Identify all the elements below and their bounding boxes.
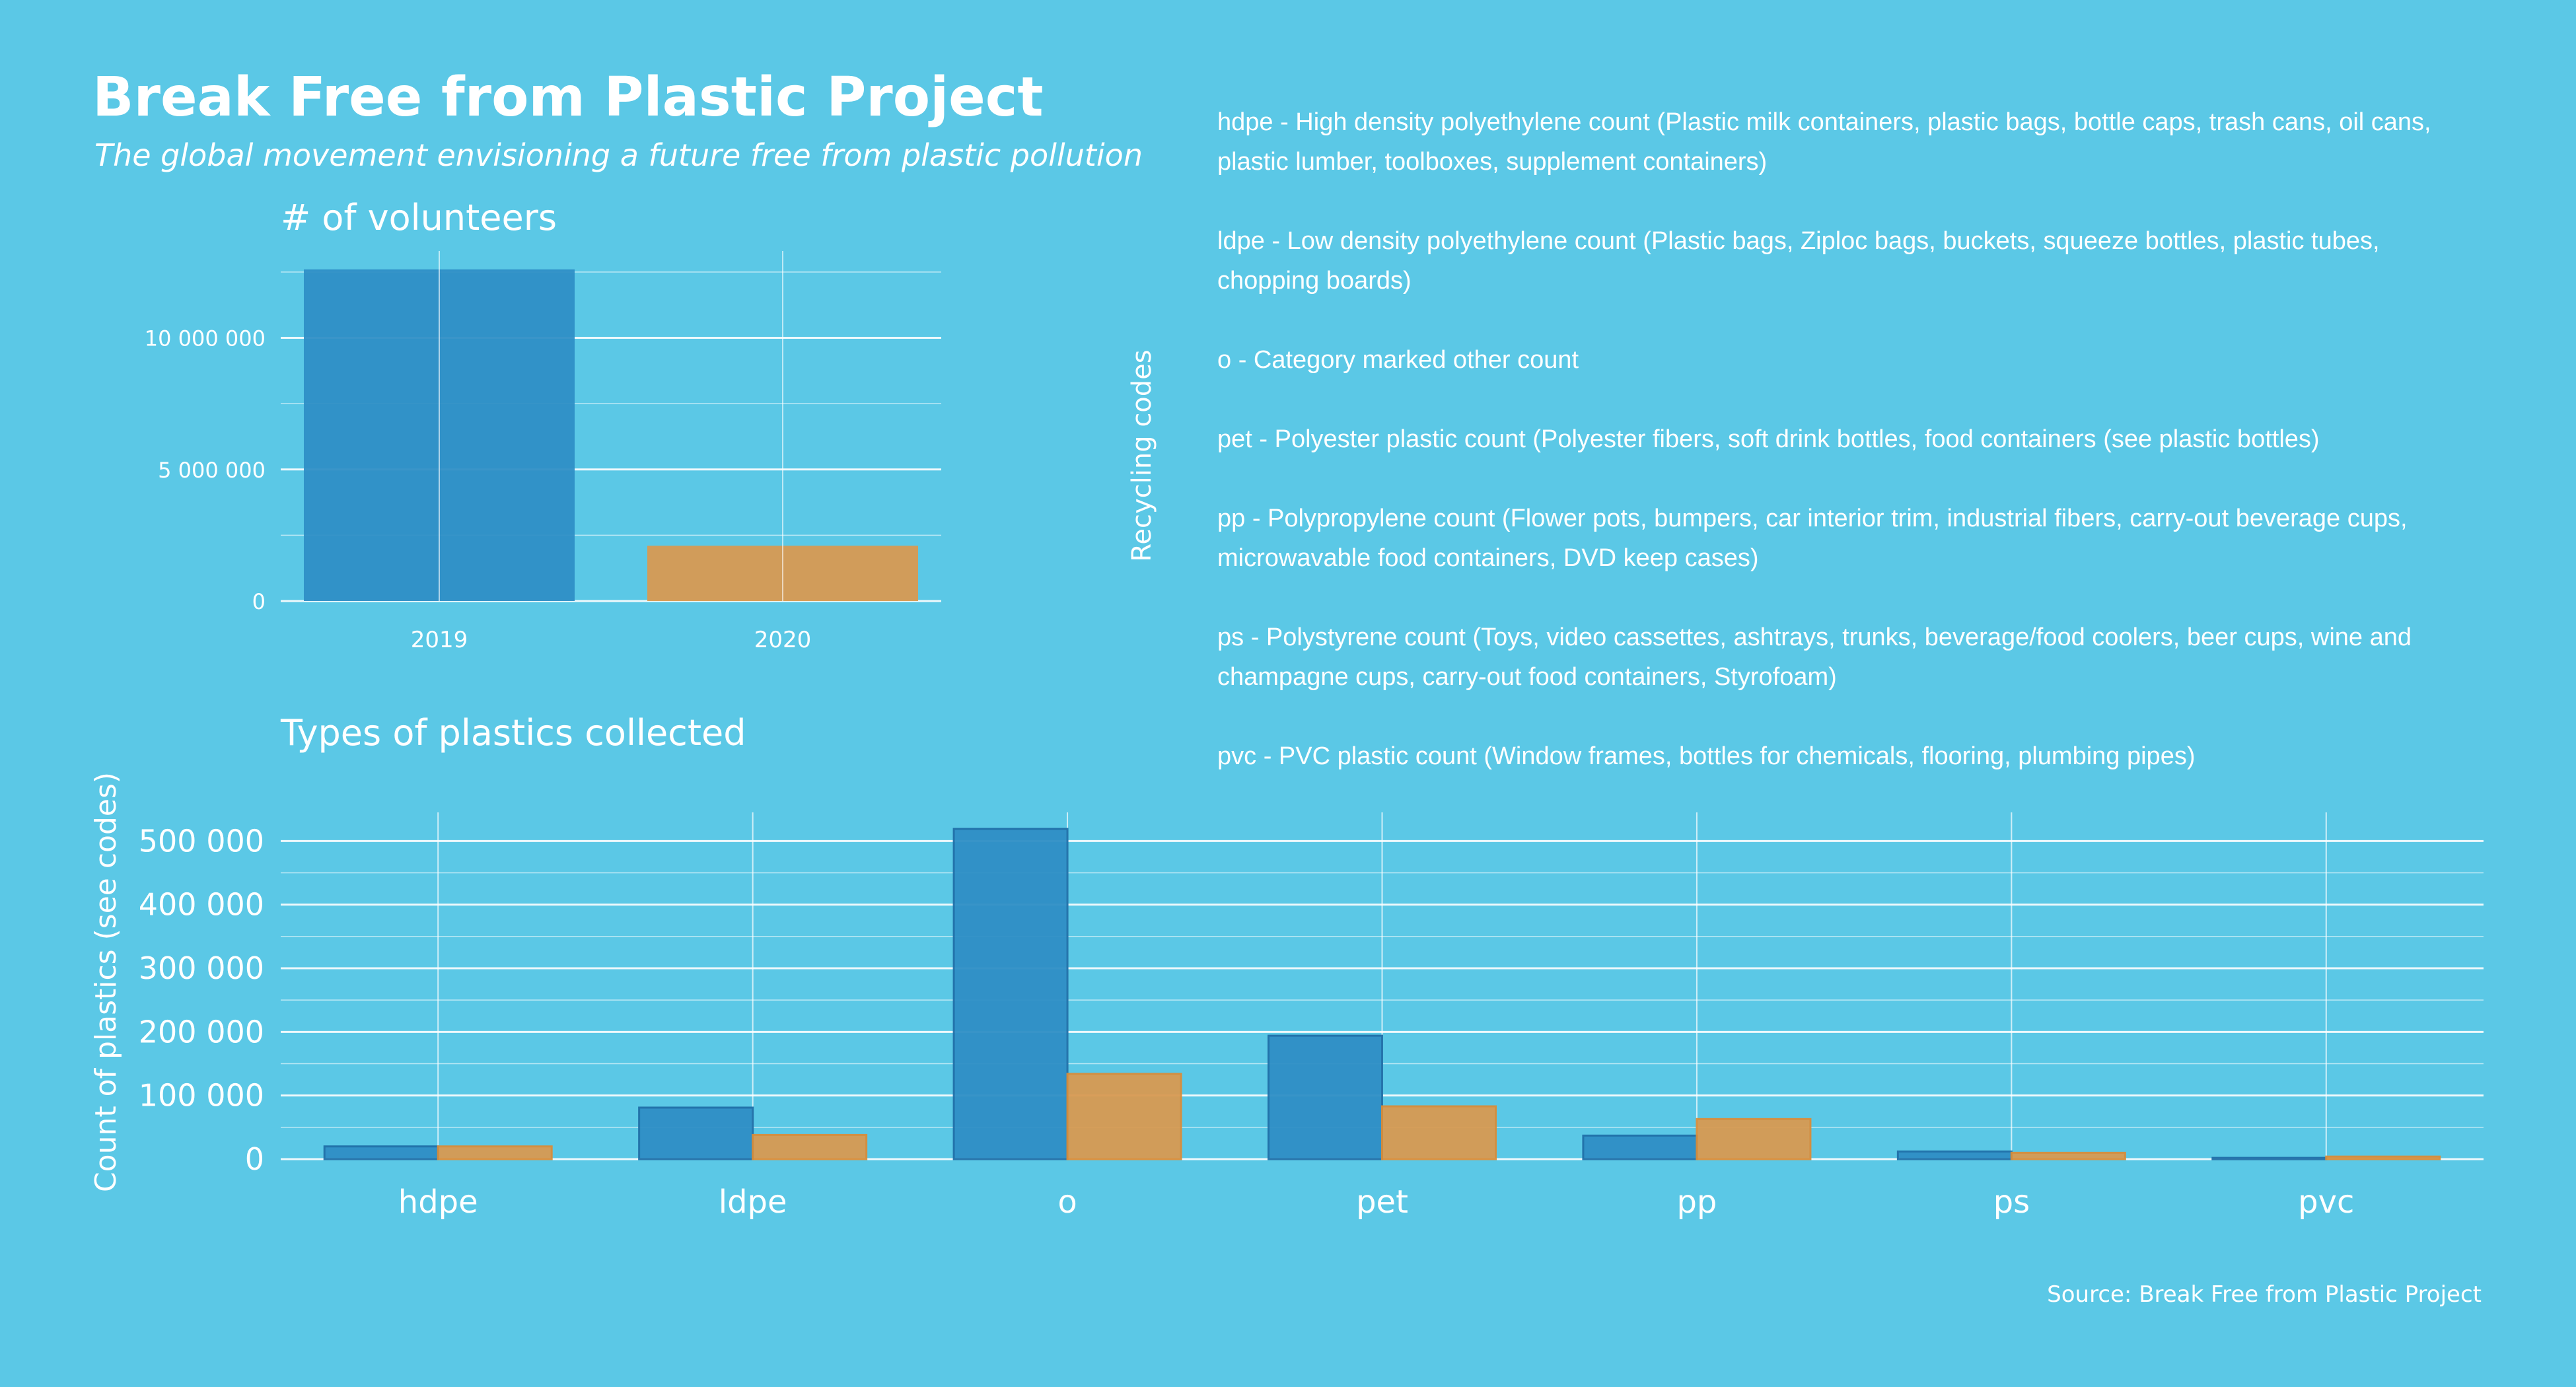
volunteers-chart-title: # of volunteers — [281, 197, 557, 238]
plastics-bar-ps-2019 — [1896, 1150, 2013, 1160]
x-tick-label: 2020 — [754, 627, 812, 653]
x-tick-label: 2019 — [411, 627, 468, 653]
y-tick-label: 400 000 — [139, 887, 264, 923]
source-note: Source: Break Free from Plastic Project — [2047, 1281, 2482, 1308]
x-tick-label: ps — [1993, 1184, 2030, 1221]
code-item-o: o - Category marked other count — [1217, 346, 1579, 374]
x-tick-label: pp — [1676, 1184, 1717, 1221]
y-tick-label: 0 — [252, 589, 266, 614]
plastics-bar-hdpe-2019 — [323, 1145, 439, 1160]
x-tick-label: pvc — [2298, 1184, 2354, 1221]
y-tick-label: 100 000 — [139, 1078, 264, 1114]
plastics-bar-o-2019 — [952, 828, 1069, 1160]
y-tick-label: 5 000 000 — [158, 458, 266, 483]
recycling-codes-list: hdpe - High density polyethylene count (… — [1217, 102, 2472, 816]
plastics-bar-pp-2020 — [1696, 1118, 1812, 1160]
plastics-bar-hdpe-2020 — [437, 1145, 553, 1160]
y-tick-label: 10 000 000 — [145, 326, 266, 351]
page-title: Break Free from Plastic Project — [92, 66, 1044, 129]
plastics-bar-pp-2019 — [1582, 1134, 1698, 1160]
plastics-bar-ps-2020 — [2010, 1151, 2126, 1160]
code-item-pp: pp - Polypropylene count (Flower pots, b… — [1217, 505, 2408, 572]
y-tick-label: 0 — [245, 1141, 264, 1177]
x-tick-label: ldpe — [719, 1184, 787, 1221]
code-item-ps: ps - Polystyrene count (Toys, video cass… — [1217, 623, 2412, 691]
x-tick-label: o — [1057, 1184, 1077, 1221]
y-tick-label: 200 000 — [139, 1014, 264, 1049]
plastics-bar-o-2020 — [1066, 1073, 1182, 1160]
page-subtitle: The global movement envisioning a future… — [94, 137, 1143, 173]
plastics-bar-ldpe-2019 — [638, 1106, 754, 1160]
x-tick-label: pet — [1356, 1184, 1408, 1221]
plastics-bar-pet-2020 — [1381, 1105, 1497, 1160]
plastics-bar-pet-2019 — [1268, 1034, 1383, 1160]
code-item-ldpe: ldpe - Low density polyethylene count (P… — [1217, 227, 2380, 295]
y-axis-label: Count of plastics (see codes) — [89, 772, 123, 1192]
plastics-bar-ldpe-2020 — [752, 1133, 868, 1160]
recycling-codes-label: Recycling codes — [1127, 349, 1157, 562]
y-tick-label: 500 000 — [139, 823, 264, 859]
y-tick-label: 300 000 — [139, 950, 264, 986]
code-item-hdpe: hdpe - High density polyethylene count (… — [1217, 108, 2431, 176]
plastics-chart-title: Types of plastics collected — [281, 712, 746, 754]
plastics-bar-pvc-2020 — [2325, 1155, 2441, 1160]
plastics-bar-pvc-2019 — [2211, 1156, 2328, 1160]
code-item-pvc: pvc - PVC plastic count (Window frames, … — [1217, 742, 2196, 770]
code-item-pet: pet - Polyester plastic count (Polyester… — [1217, 425, 2320, 453]
x-tick-label: hdpe — [398, 1184, 478, 1221]
